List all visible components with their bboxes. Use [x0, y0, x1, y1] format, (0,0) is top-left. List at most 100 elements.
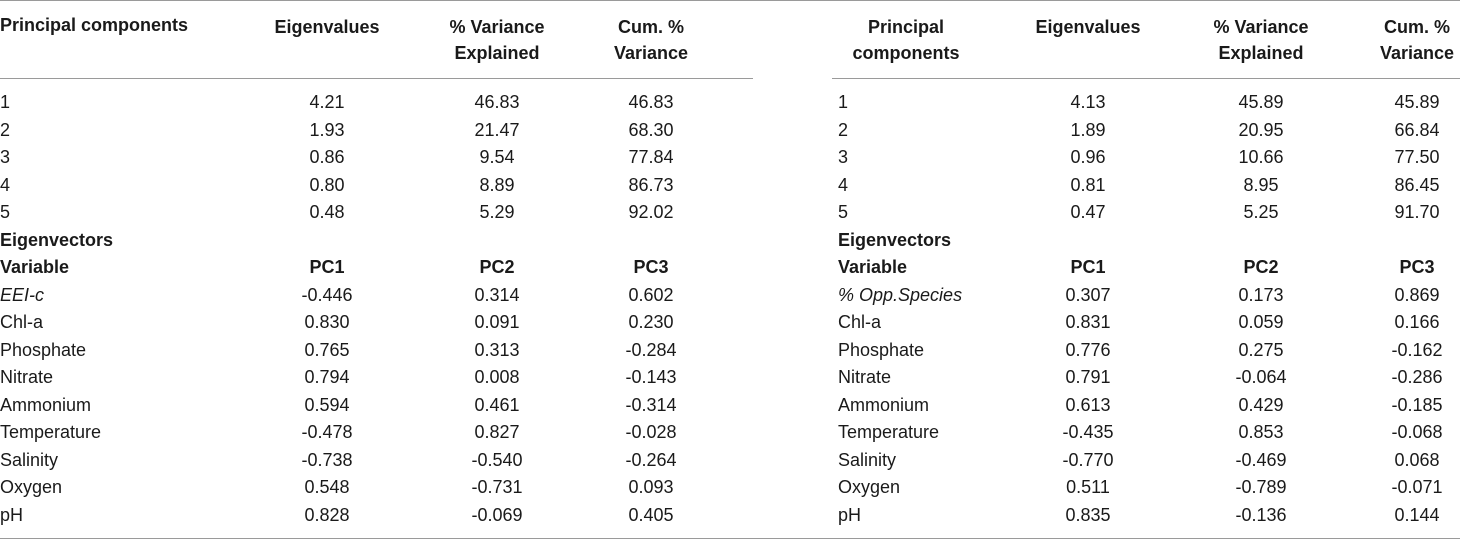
pc1-loading-cell: 0.594 [304, 394, 350, 415]
pc1-loading-cell: 0.835 [1065, 504, 1111, 525]
variance-explained-cell: 21.47 [474, 119, 520, 140]
eigenvectors-label: Eigenvectors [838, 229, 952, 250]
pc2-loading-cell: -0.136 [1235, 504, 1287, 525]
right-header-variance-line2: Explained [1218, 43, 1304, 63]
pc2-loading-cell: -0.469 [1235, 449, 1287, 470]
variable-name: Oxygen [0, 477, 63, 497]
right-header-cum-line1: Cum. % [1383, 17, 1451, 37]
variance-explained-cell: 8.95 [1243, 174, 1279, 195]
pc1-loading-cell: -0.446 [301, 284, 353, 305]
variance-explained-cell: 5.29 [479, 202, 515, 222]
pc1-loading-cell: 0.307 [1065, 284, 1111, 305]
cumulative-variance-cell: 92.02 [628, 202, 674, 222]
variable-name: Chl-a [0, 312, 44, 332]
eigenvalue-cell: 1.89 [1070, 119, 1106, 140]
left-header-principal-components: Principal components [0, 15, 189, 35]
eigenvalue-cell: 1.93 [309, 119, 345, 140]
component-number: 5 [838, 202, 849, 222]
variable-name: Salinity [838, 449, 897, 470]
cumulative-variance-cell: 45.89 [1394, 92, 1440, 112]
right-header-cum-line2: Variance [1379, 43, 1455, 63]
pc3-loading-cell: -0.162 [1391, 339, 1443, 360]
pc3-header: PC3 [633, 257, 669, 277]
variable-header: Variable [0, 257, 70, 277]
pc3-loading-cell: 0.230 [628, 312, 674, 332]
component-number: 1 [838, 92, 849, 112]
eigenvalue-cell: 0.96 [1070, 147, 1106, 167]
left-header-eigenvalues: Eigenvalues [274, 17, 380, 37]
variable-name: Ammonium [0, 394, 92, 415]
pc1-loading-cell: 0.828 [304, 504, 350, 525]
variable-header: Variable [838, 257, 908, 277]
pc2-loading-cell: 0.429 [1238, 394, 1284, 415]
pc2-loading-cell: 0.461 [474, 394, 520, 415]
cumulative-variance-cell: 66.84 [1394, 119, 1440, 140]
component-number: 5 [0, 202, 11, 222]
pc3-loading-cell: -0.071 [1391, 477, 1443, 497]
pc2-loading-cell: -0.064 [1235, 367, 1287, 387]
variable-name: Nitrate [838, 367, 892, 387]
pc3-loading-cell: 0.144 [1394, 504, 1440, 525]
pc3-loading-cell: 0.869 [1394, 284, 1440, 305]
cumulative-variance-cell: 86.73 [628, 174, 674, 195]
pc1-loading-cell: 0.830 [304, 312, 350, 332]
pc1-loading-cell: 0.613 [1065, 394, 1111, 415]
pc3-loading-cell: -0.264 [625, 449, 677, 470]
component-number: 3 [838, 147, 849, 167]
variable-name: Phosphate [0, 339, 87, 360]
pc2-loading-cell: -0.731 [471, 477, 523, 497]
variance-explained-cell: 45.89 [1238, 92, 1284, 112]
variable-name: Ammonium [838, 394, 930, 415]
variable-name: Chl-a [838, 312, 882, 332]
cumulative-variance-cell: 46.83 [628, 92, 674, 112]
variable-name: Temperature [0, 422, 102, 442]
variable-name: Phosphate [838, 339, 925, 360]
pc1-loading-cell: -0.478 [301, 422, 353, 442]
right-header-rule [832, 78, 1460, 79]
pc3-loading-cell: -0.143 [625, 367, 677, 387]
eigenvalue-cell: 0.86 [309, 147, 345, 167]
pc3-loading-cell: 0.068 [1394, 449, 1440, 470]
pc2-header: PC2 [479, 257, 515, 277]
pc3-loading-cell: 0.093 [628, 477, 674, 497]
pc3-loading-cell: -0.314 [625, 394, 677, 415]
cumulative-variance-cell: 91.70 [1394, 202, 1440, 222]
variable-name: Salinity [0, 449, 59, 470]
cumulative-variance-cell: 77.50 [1394, 147, 1440, 167]
pc1-loading-cell: -0.770 [1062, 449, 1114, 470]
pc1-loading-cell: -0.738 [301, 449, 353, 470]
left-header-cum-line1: Cum. % [617, 17, 685, 37]
pc2-loading-cell: -0.789 [1235, 477, 1287, 497]
component-number: 2 [0, 119, 11, 140]
pc3-loading-cell: -0.284 [625, 339, 677, 360]
component-number: 2 [838, 119, 849, 140]
pc1-header: PC1 [1070, 257, 1106, 277]
bottom-rule [0, 538, 1460, 539]
pc1-loading-cell: 0.511 [1066, 477, 1110, 497]
pc2-loading-cell: 0.827 [474, 422, 520, 442]
variable-name: Oxygen [838, 477, 901, 497]
right-header-variance-line1: % Variance [1213, 17, 1309, 37]
pc1-loading-cell: 0.794 [304, 367, 350, 387]
cumulative-variance-cell: 68.30 [628, 119, 674, 140]
pc3-loading-cell: -0.185 [1391, 394, 1443, 415]
variance-explained-cell: 8.89 [479, 174, 515, 195]
variance-explained-cell: 10.66 [1238, 147, 1284, 167]
pc2-loading-cell: 0.008 [474, 367, 520, 387]
eigenvectors-label: Eigenvectors [0, 229, 114, 250]
variance-explained-cell: 5.25 [1243, 202, 1279, 222]
left-header-rule [0, 78, 753, 79]
pc1-loading-cell: 0.831 [1065, 312, 1111, 332]
pc3-loading-cell: 0.602 [628, 284, 674, 305]
pc2-loading-cell: 0.091 [474, 312, 520, 332]
cumulative-variance-cell: 86.45 [1394, 174, 1440, 195]
variance-explained-cell: 9.54 [479, 147, 515, 167]
eigenvalue-cell: 0.80 [309, 174, 345, 195]
right-header-principal-line1: Principal [867, 17, 945, 37]
eigenvalue-cell: 0.48 [309, 202, 345, 222]
pc1-loading-cell: 0.776 [1065, 339, 1111, 360]
pc3-loading-cell: 0.166 [1394, 312, 1440, 332]
eigenvalue-cell: 4.21 [309, 92, 345, 112]
eigenvalue-cell: 0.47 [1070, 202, 1106, 222]
component-number: 4 [838, 174, 849, 195]
